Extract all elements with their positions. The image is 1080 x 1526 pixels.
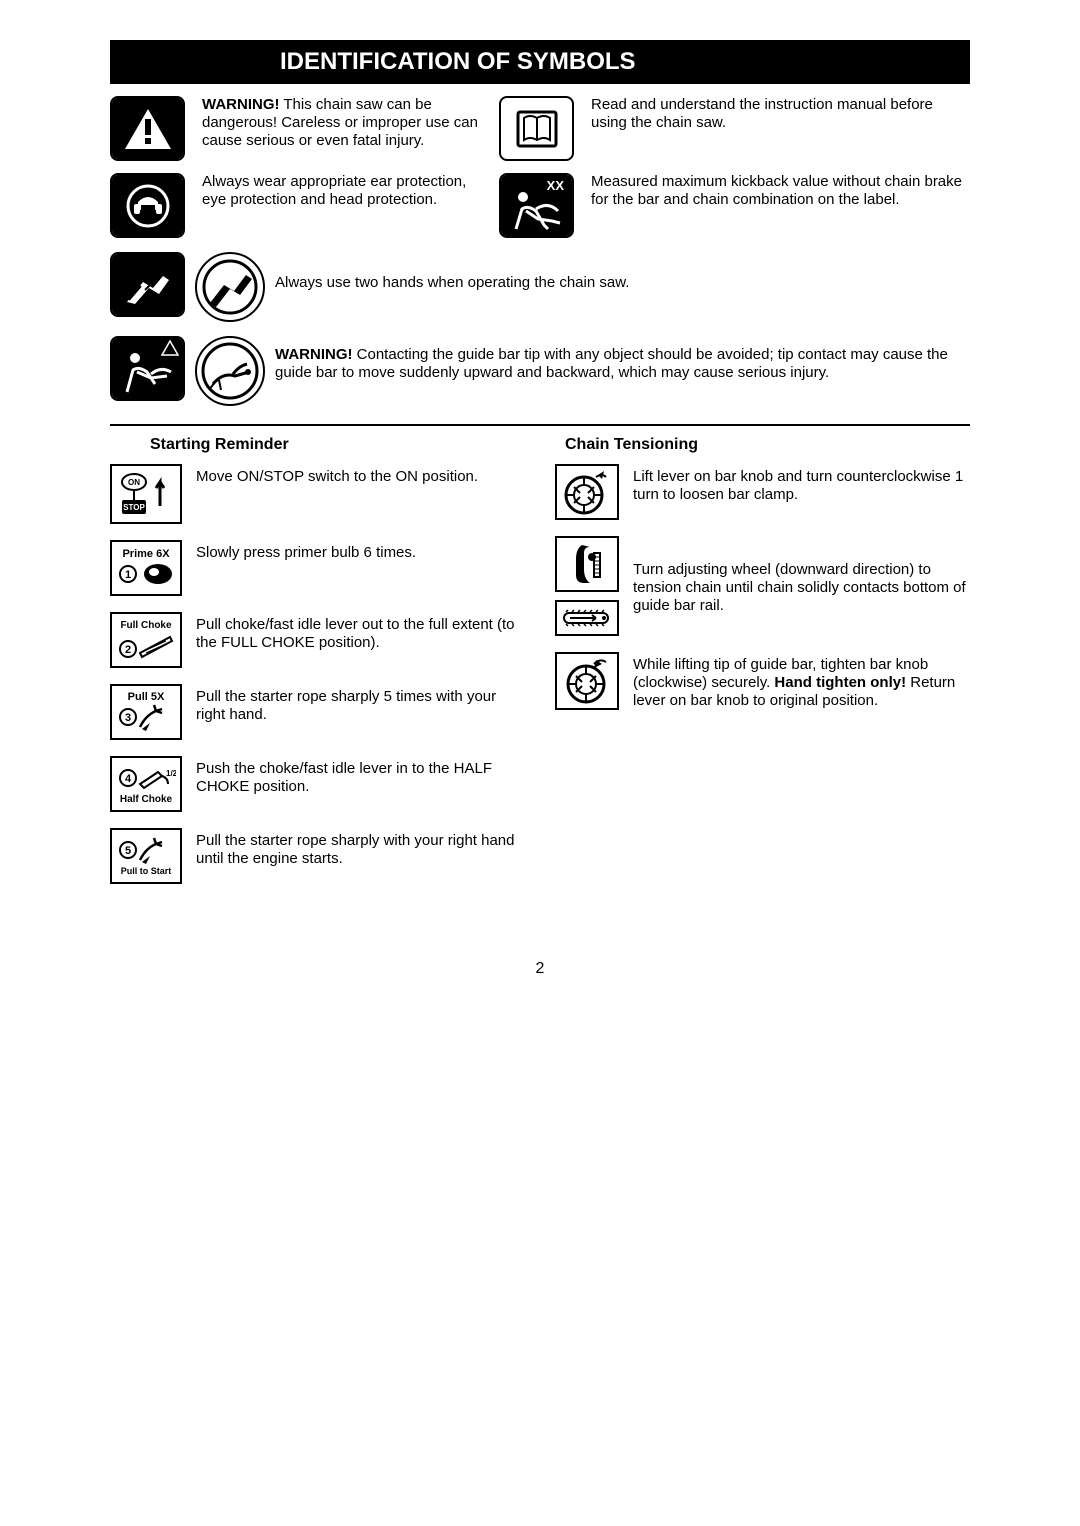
ppe-icon <box>110 173 185 238</box>
svg-text:STOP: STOP <box>123 503 145 512</box>
tensioning-step-3: While lifting tip of guide bar, tighten … <box>555 652 970 710</box>
tip-contact-icon-1 <box>110 336 185 401</box>
starting-step-6-text: Pull the starter rope sharply with your … <box>196 828 525 868</box>
on-stop-icon: ON STOP <box>110 464 182 524</box>
svg-text:5: 5 <box>125 845 131 857</box>
two-hands-icon-2 <box>195 252 265 322</box>
svg-text:ON: ON <box>128 478 140 487</box>
starting-step-4: Pull 5X 3 Pull the starter rope sharply … <box>110 684 525 740</box>
svg-text:1: 1 <box>125 569 131 581</box>
starting-step-1: ON STOP Move ON/STOP switch to the ON po… <box>110 464 525 524</box>
pull-5x-icon: Pull 5X 3 <box>110 684 182 740</box>
read-manual-icon <box>499 96 574 161</box>
tighten-knob-icon <box>555 652 619 710</box>
tensioning-step-2: Turn adjusting wheel (downward direction… <box>555 536 970 636</box>
svg-text:2: 2 <box>125 644 131 656</box>
page-number: 2 <box>110 960 970 978</box>
warning-triangle-icon <box>110 96 185 161</box>
two-hands-row: Always use two hands when operating the … <box>110 252 970 322</box>
tip-contact-icon-2 <box>195 336 265 406</box>
warning-text-4: Measured maximum kickback value without … <box>591 173 970 209</box>
tensioning-step-1-text: Lift lever on bar knob and turn counterc… <box>633 464 970 504</box>
warning-text-3: Always wear appropriate ear protection, … <box>202 173 487 209</box>
half-choke-icon: 4 1/2 Half Choke <box>110 756 182 812</box>
loosen-clamp-icon <box>555 464 619 520</box>
starting-step-5: 4 1/2 Half Choke Push the choke/fast idl… <box>110 756 525 812</box>
symbols-grid-top: WARNING! This chain saw can be dangerous… <box>110 96 970 238</box>
starting-step-1-text: Move ON/STOP switch to the ON position. <box>196 464 525 486</box>
starting-step-3-text: Pull choke/fast idle lever out to the fu… <box>196 612 525 652</box>
tensioning-step-3-text: While lifting tip of guide bar, tighten … <box>633 652 970 710</box>
starting-step-2: Prime 6X 1 Slowly press primer bulb 6 ti… <box>110 540 525 596</box>
warning-text-6: WARNING! Contacting the guide bar tip wi… <box>275 336 970 382</box>
svg-text:1/2: 1/2 <box>166 769 176 778</box>
section-divider <box>110 424 970 426</box>
starting-step-3: Full Choke 2 Pull choke/fast idle lever … <box>110 612 525 668</box>
prime-icon: Prime 6X 1 <box>110 540 182 596</box>
starting-step-2-text: Slowly press primer bulb 6 times. <box>196 540 525 562</box>
kickback-value-icon: XX <box>499 173 574 238</box>
tensioning-column: Chain Tensioning Lift lever on bar knob … <box>555 436 970 900</box>
tensioning-step-1: Lift lever on bar knob and turn counterc… <box>555 464 970 520</box>
guide-bar-icon <box>555 600 619 636</box>
adjust-wheel-icon <box>555 536 619 592</box>
svg-text:3: 3 <box>125 712 131 724</box>
warning-text-1: WARNING! This chain saw can be dangerous… <box>202 96 487 150</box>
tensioning-heading: Chain Tensioning <box>555 436 970 454</box>
pull-to-start-icon: 5 Pull to Start <box>110 828 182 884</box>
starting-column: Starting Reminder ON STOP Move ON/STOP s… <box>110 436 525 900</box>
starting-step-5-text: Push the choke/fast idle lever in to the… <box>196 756 525 796</box>
svg-text:4: 4 <box>125 773 132 785</box>
starting-heading: Starting Reminder <box>110 436 525 454</box>
tip-contact-row: WARNING! Contacting the guide bar tip wi… <box>110 336 970 406</box>
procedures-columns: Starting Reminder ON STOP Move ON/STOP s… <box>110 436 970 900</box>
title-bar: IDENTIFICATION OF SYMBOLS <box>110 40 970 84</box>
two-hands-icon-1 <box>110 252 185 317</box>
warning-text-5: Always use two hands when operating the … <box>275 252 970 292</box>
full-choke-icon: Full Choke 2 <box>110 612 182 668</box>
tensioning-step-2-text: Turn adjusting wheel (downward direction… <box>633 557 970 615</box>
warning-text-2: Read and understand the instruction manu… <box>591 96 970 132</box>
starting-step-4-text: Pull the starter rope sharply 5 times wi… <box>196 684 525 724</box>
starting-step-6: 5 Pull to Start Pull the starter rope sh… <box>110 828 525 884</box>
